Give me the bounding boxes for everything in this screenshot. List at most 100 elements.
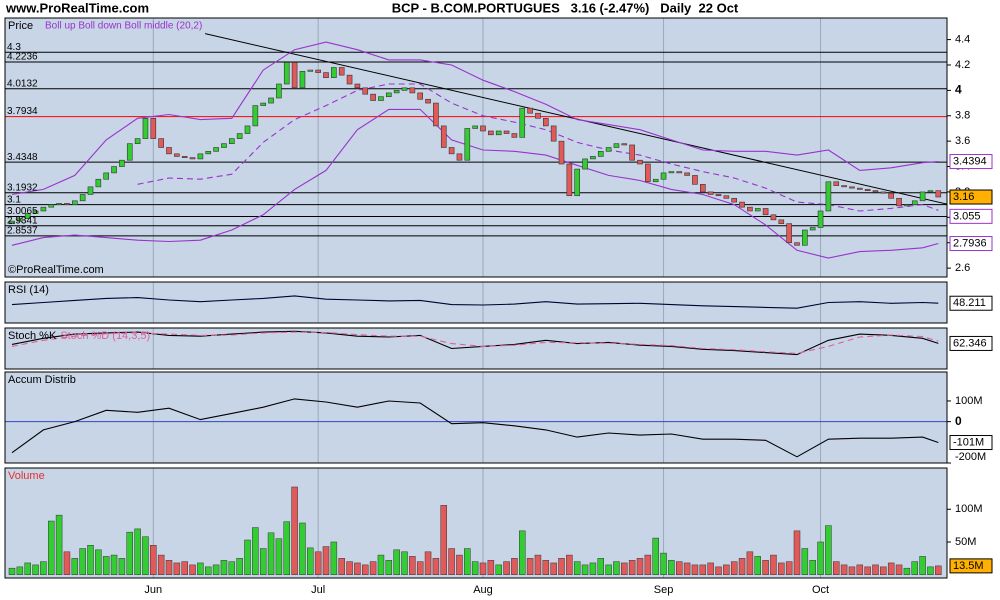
volume-bar xyxy=(628,560,636,575)
candle xyxy=(668,171,675,174)
panel-title: RSI (14) xyxy=(8,284,49,296)
volume-bar xyxy=(299,522,306,575)
volume-bar xyxy=(911,561,918,575)
volume-bar xyxy=(307,547,314,575)
candle xyxy=(9,220,15,224)
level-label: 2.9341 xyxy=(7,215,38,226)
candle xyxy=(40,206,47,212)
volume-bar xyxy=(63,551,71,575)
volume-bar xyxy=(362,564,369,575)
volume-bar xyxy=(856,564,864,575)
candle xyxy=(503,130,510,134)
volume-bar xyxy=(676,561,683,575)
candle xyxy=(221,143,227,148)
legend-entry: Stoch %D (14,3,5) xyxy=(60,330,150,342)
level-label: 4.2236 xyxy=(7,52,38,63)
candle xyxy=(142,117,149,139)
candle xyxy=(817,210,824,228)
volume-bar xyxy=(919,556,926,575)
candle xyxy=(276,83,282,99)
candle xyxy=(794,242,800,246)
volume-bar xyxy=(236,558,243,575)
candle xyxy=(645,163,651,183)
volume-bar xyxy=(785,561,793,575)
value-box-label: 2.7936 xyxy=(953,237,987,249)
volume-bar xyxy=(110,554,118,575)
volume-bar xyxy=(456,554,463,575)
candle xyxy=(590,156,596,160)
candle xyxy=(268,97,274,104)
candle xyxy=(849,186,855,189)
volume-bar xyxy=(880,566,887,575)
volume-bar xyxy=(401,551,408,575)
indicator-line xyxy=(11,295,939,309)
volume-bar xyxy=(267,532,275,575)
volume-bar xyxy=(291,486,298,575)
level-label: 3.1 xyxy=(7,194,21,205)
level-label: 3.0065 xyxy=(7,206,38,217)
volume-bar xyxy=(691,564,699,575)
panel-legend: Boll up Boll down Boll middle (20,2) xyxy=(45,21,202,32)
indicator-line xyxy=(11,41,939,196)
panel-frame xyxy=(4,17,948,278)
candle xyxy=(158,138,164,148)
candle xyxy=(213,147,219,152)
volume-bar xyxy=(495,564,502,575)
volume-bar xyxy=(652,537,659,575)
volume-bar xyxy=(48,520,55,575)
candle xyxy=(56,203,62,205)
volume-bar xyxy=(887,562,895,575)
candle xyxy=(896,197,902,207)
candle xyxy=(535,112,541,119)
volume-bar xyxy=(754,556,761,575)
value-box xyxy=(949,236,993,252)
candle xyxy=(95,178,102,188)
volume-bar xyxy=(762,560,769,575)
y-tick-label: 2.6 xyxy=(955,262,970,274)
volume-bar xyxy=(519,530,526,575)
watermark: ©ProRealTime.com xyxy=(8,264,104,276)
candle xyxy=(409,87,416,94)
candle xyxy=(464,128,471,161)
candle xyxy=(542,117,549,127)
candle xyxy=(166,147,172,155)
volume-bar xyxy=(526,558,534,575)
candle xyxy=(119,159,125,167)
panel-frame xyxy=(4,467,948,579)
volume-bar xyxy=(558,558,565,575)
volume-bar xyxy=(330,541,338,575)
indicator-line xyxy=(11,108,939,259)
y-tick-label: 4.2 xyxy=(955,59,970,71)
candle xyxy=(393,90,400,94)
volume-bar xyxy=(644,554,652,575)
candle xyxy=(72,200,78,205)
candle xyxy=(126,143,133,161)
candle xyxy=(370,93,376,101)
y-tick-label: 4.4 xyxy=(955,33,970,45)
candle xyxy=(354,83,361,89)
candle xyxy=(652,178,659,183)
candle xyxy=(527,107,533,114)
volume-bar xyxy=(746,551,754,575)
level-label: 4.3 xyxy=(7,42,21,53)
candle xyxy=(472,125,478,129)
volume-bar xyxy=(314,551,322,575)
volume-bar xyxy=(71,558,79,575)
volume-bar xyxy=(660,552,667,575)
candle xyxy=(48,204,55,208)
candle xyxy=(833,181,840,186)
y-tick-label: -200M xyxy=(955,451,986,463)
volume-bar xyxy=(275,538,283,575)
candle xyxy=(723,195,730,199)
candle xyxy=(802,229,808,246)
y-tick-label: 3.6 xyxy=(955,135,970,147)
panel-title: Price xyxy=(8,20,33,32)
candle xyxy=(660,172,667,180)
candle xyxy=(558,140,565,165)
level-label: 3.7934 xyxy=(7,106,38,117)
candle xyxy=(699,184,706,193)
candle xyxy=(103,172,109,180)
volume-bar xyxy=(354,562,361,575)
volume-bar xyxy=(927,566,934,575)
volume-bar xyxy=(440,505,447,575)
